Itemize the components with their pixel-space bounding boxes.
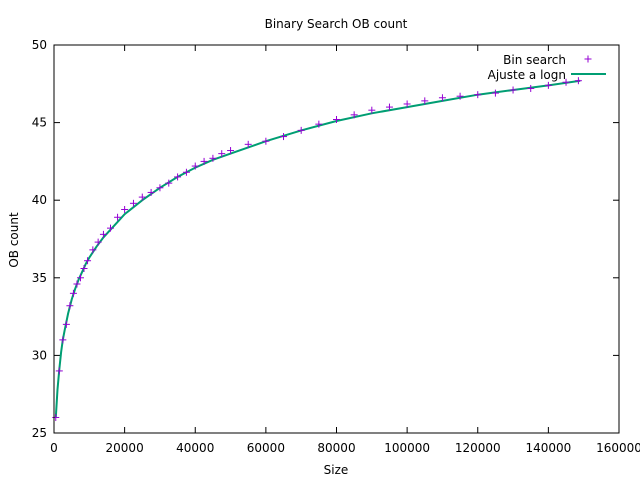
- x-tick-label-2: 40000: [176, 441, 214, 455]
- data-point-33: [333, 115, 340, 123]
- data-point-29: [262, 137, 270, 145]
- x-tick-label-6: 120000: [455, 441, 501, 455]
- data-point-37: [403, 100, 411, 108]
- data-point-6: [73, 280, 81, 288]
- data-point-45: [544, 81, 552, 89]
- x-tick-label-3: 60000: [247, 441, 285, 455]
- y-tick-label-2: 35: [32, 271, 47, 285]
- data-point-30: [280, 133, 288, 141]
- data-point-1: [55, 367, 63, 375]
- x-tick-label-5: 100000: [384, 441, 430, 455]
- legend-label-fit: Ajuste a logn: [488, 68, 566, 82]
- legend-marker-plus: [584, 55, 592, 63]
- data-point-14: [114, 213, 122, 221]
- fit-line-layer: [54, 79, 581, 418]
- x-tick-label-0: 0: [50, 441, 58, 455]
- y-tick-label-3: 40: [32, 193, 47, 207]
- chart-title: Binary Search OB count: [265, 17, 408, 31]
- data-point-8: [80, 264, 88, 272]
- data-point-23: [191, 162, 199, 170]
- data-point-47: [574, 77, 582, 85]
- x-tick-label-7: 140000: [525, 441, 571, 455]
- data-point-15: [121, 206, 129, 214]
- data-point-5: [69, 289, 77, 297]
- legend: Bin search Ajuste a logn: [488, 53, 606, 82]
- axis-ticks: 0 20000 40000 60000 80000 100000 120000 140000 1…: [32, 38, 640, 455]
- data-point-46: [562, 78, 570, 86]
- data-point-0: [52, 413, 60, 421]
- data-point-39: [438, 94, 446, 102]
- data-point-18: [147, 188, 155, 196]
- data-point-44: [527, 84, 535, 92]
- data-point-43: [509, 86, 517, 94]
- data-point-19: [156, 184, 164, 192]
- data-point-38: [421, 97, 429, 105]
- data-point-12: [99, 230, 107, 238]
- y-axis-label: OB count: [7, 212, 21, 268]
- data-point-42: [491, 89, 499, 97]
- data-point-22: [182, 168, 190, 176]
- data-point-2: [59, 336, 67, 344]
- legend-marker-bin-search: [584, 55, 592, 63]
- data-point-26: [218, 150, 226, 158]
- data-point-10: [89, 246, 97, 254]
- y-tick-label-1: 30: [32, 348, 47, 362]
- data-point-41: [474, 91, 482, 99]
- data-point-17: [138, 193, 146, 201]
- data-point-24: [200, 157, 208, 165]
- data-point-28: [244, 140, 252, 148]
- data-point-40: [456, 92, 464, 100]
- plot-frame: [53, 44, 620, 434]
- data-point-32: [315, 120, 323, 128]
- fit-line: [54, 79, 581, 418]
- y-tick-label-0: 25: [32, 426, 47, 440]
- data-point-3: [62, 320, 70, 328]
- y-tick-label-5: 50: [32, 38, 47, 52]
- data-point-11: [94, 238, 102, 246]
- x-tick-label-4: 80000: [317, 441, 355, 455]
- x-tick-label-1: 20000: [106, 441, 144, 455]
- data-point-13: [107, 224, 114, 232]
- x-tick-label-8: 160000: [596, 441, 640, 455]
- points-layer: [52, 77, 582, 421]
- data-point-20: [165, 179, 173, 187]
- data-point-31: [297, 126, 305, 134]
- data-point-36: [385, 103, 393, 111]
- data-point-34: [350, 111, 358, 119]
- data-point-7: [76, 274, 84, 282]
- data-point-35: [368, 106, 376, 114]
- y-tick-label-4: 45: [32, 116, 47, 130]
- x-axis-label: Size: [324, 463, 349, 477]
- data-point-9: [84, 257, 92, 265]
- data-point-21: [174, 173, 182, 181]
- data-point-16: [129, 199, 137, 207]
- data-point-27: [227, 147, 235, 155]
- legend-label-bin-search: Bin search: [503, 53, 566, 67]
- data-point-4: [66, 302, 74, 310]
- data-point-25: [209, 154, 217, 162]
